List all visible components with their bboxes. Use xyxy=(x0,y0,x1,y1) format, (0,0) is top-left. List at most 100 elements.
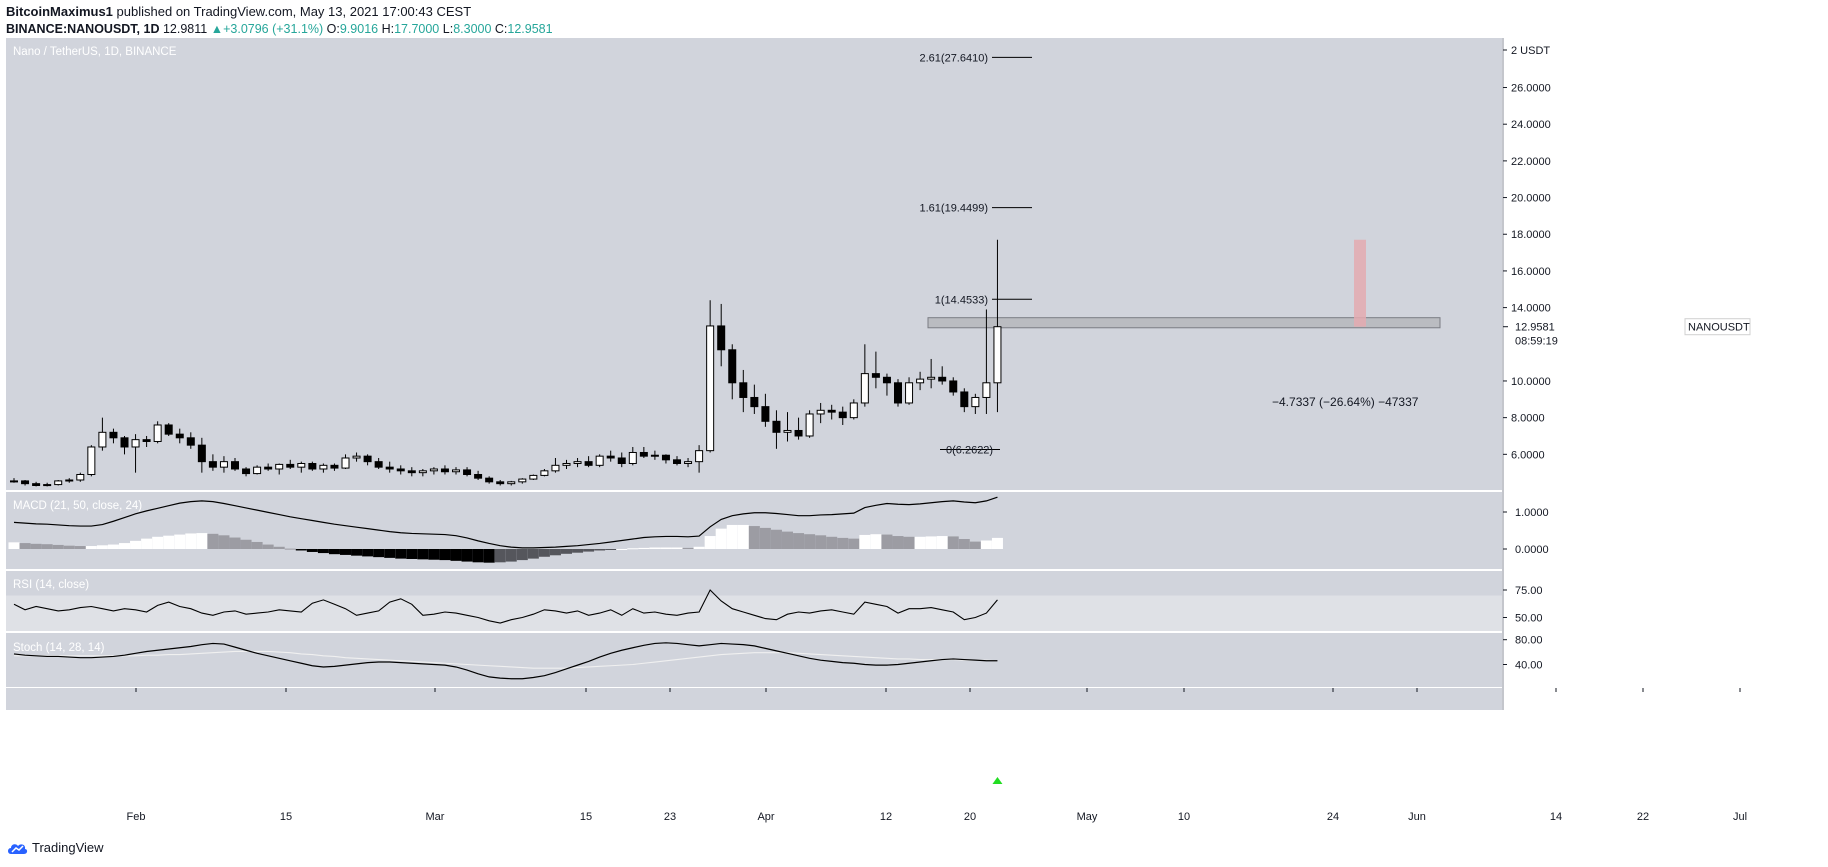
macd-histogram-bar xyxy=(306,549,318,552)
rsi-title: RSI (14, close) xyxy=(13,579,89,591)
time-tick-label: 15 xyxy=(280,811,292,823)
candle-body xyxy=(330,464,339,469)
macd-histogram-bar xyxy=(925,536,937,549)
macd-histogram-bar xyxy=(384,549,396,558)
macd-histogram-bar xyxy=(351,549,363,556)
macd-histogram-bar xyxy=(936,536,948,549)
low-value: 8.3000 xyxy=(453,22,492,36)
close-label: C: xyxy=(494,22,508,36)
macd-histogram-bar xyxy=(549,549,561,556)
candle-body xyxy=(452,469,460,473)
time-tick-label: Mar xyxy=(426,811,445,823)
author-name[interactable]: BitcoinMaximus1 xyxy=(6,4,113,19)
price-pane xyxy=(6,38,1502,490)
macd-histogram-bar xyxy=(649,547,661,549)
macd-histogram-bar xyxy=(682,547,694,549)
macd-histogram-bar xyxy=(406,549,418,559)
candle-body xyxy=(529,474,538,480)
high-label: H: xyxy=(381,22,395,36)
candle-body xyxy=(374,461,383,468)
time-tick-label: Feb xyxy=(127,811,146,823)
macd-histogram-bar xyxy=(273,546,285,549)
time-axis-bar xyxy=(6,688,1502,710)
macd-histogram-bar xyxy=(107,544,119,549)
macd-histogram-bar xyxy=(980,540,992,549)
candle-body xyxy=(308,462,317,470)
candle-body xyxy=(993,326,1002,384)
candle-body xyxy=(739,382,748,398)
rsi-band xyxy=(6,595,1502,631)
high-value: 17.7000 xyxy=(394,22,440,36)
price-tick-label: 24.0000 xyxy=(1511,119,1551,131)
macd-histogram-bar xyxy=(583,549,595,552)
candle-body xyxy=(98,431,107,448)
candle-body xyxy=(286,463,295,468)
macd-histogram-bar xyxy=(715,528,727,549)
candle-body xyxy=(717,325,726,351)
stoch-title: Stoch (14, 28, 14) xyxy=(13,642,105,654)
candle-body xyxy=(849,402,858,419)
candle-body xyxy=(264,466,273,470)
price-tick-label: 18.0000 xyxy=(1511,229,1551,241)
candle-body xyxy=(21,480,30,485)
price-tick-label: 14.0000 xyxy=(1511,303,1551,315)
candle-body xyxy=(418,470,427,474)
candle-body xyxy=(463,469,472,475)
candle-body xyxy=(551,464,560,472)
candle-body xyxy=(772,420,781,433)
candle-body xyxy=(960,391,969,408)
candle-body xyxy=(142,439,151,442)
macd-histogram-bar xyxy=(8,542,20,549)
candle-body xyxy=(186,437,195,446)
rsi-tick-label: 50.00 xyxy=(1515,613,1543,625)
candle-body xyxy=(728,349,737,384)
candle-body xyxy=(253,466,262,475)
candle-body xyxy=(650,454,659,457)
tradingview-brand: TradingView xyxy=(32,840,104,855)
macd-histogram-bar xyxy=(439,549,451,561)
macd-histogram-bar xyxy=(958,539,970,549)
macd-histogram-bar xyxy=(340,549,351,555)
candle-body xyxy=(540,470,549,476)
time-tick-label: 10 xyxy=(1178,811,1190,823)
candle-body xyxy=(871,373,880,378)
stoch-d-line xyxy=(14,650,998,669)
macd-histogram-bar xyxy=(969,541,981,549)
macd-histogram-bar xyxy=(903,536,915,549)
candle-body xyxy=(231,461,239,470)
candle-body xyxy=(109,431,118,439)
candle-body xyxy=(396,468,405,472)
macd-histogram-bar xyxy=(616,549,628,550)
candle-body xyxy=(805,413,814,437)
macd-histogram-bar xyxy=(748,526,760,549)
macd-histogram-bar xyxy=(428,549,440,560)
macd-histogram-bar xyxy=(859,534,871,549)
macd-histogram-bar xyxy=(229,537,241,549)
candle-body xyxy=(518,478,527,483)
candle-body xyxy=(628,451,637,464)
candle-body xyxy=(750,396,759,408)
tradingview-cloud-icon xyxy=(8,843,28,854)
tradingview-logo[interactable]: TradingView xyxy=(6,840,104,855)
candle-body xyxy=(131,439,140,448)
macd-histogram-bar xyxy=(660,547,672,549)
candle-body xyxy=(661,454,670,461)
candle-body xyxy=(783,429,792,433)
macd-histogram-bar xyxy=(461,549,473,562)
price-tick-label: 20.0000 xyxy=(1511,193,1551,205)
macd-histogram-bar xyxy=(96,545,108,549)
macd-histogram-bar xyxy=(196,533,208,549)
candle-body xyxy=(916,378,925,384)
macd-histogram-bar xyxy=(605,549,617,550)
macd-histogram-bar xyxy=(185,533,197,549)
price-tick-label: 10.0000 xyxy=(1511,376,1551,388)
candle-body xyxy=(927,376,936,380)
resistance-zone xyxy=(927,317,1441,329)
macd-histogram-bar xyxy=(527,549,539,559)
candle-body xyxy=(319,464,328,470)
bar-countdown-label: 08:59:19 xyxy=(1515,336,1558,348)
fib-level-label: 1(14.4533) xyxy=(935,294,988,306)
fib-level-label: 0(6.2622) xyxy=(946,445,993,457)
macd-histogram-bar xyxy=(870,534,882,549)
